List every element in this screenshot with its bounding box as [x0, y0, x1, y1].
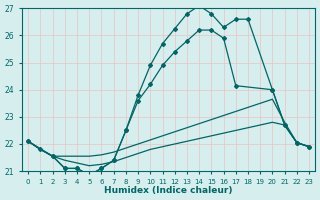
X-axis label: Humidex (Indice chaleur): Humidex (Indice chaleur) — [104, 186, 233, 195]
